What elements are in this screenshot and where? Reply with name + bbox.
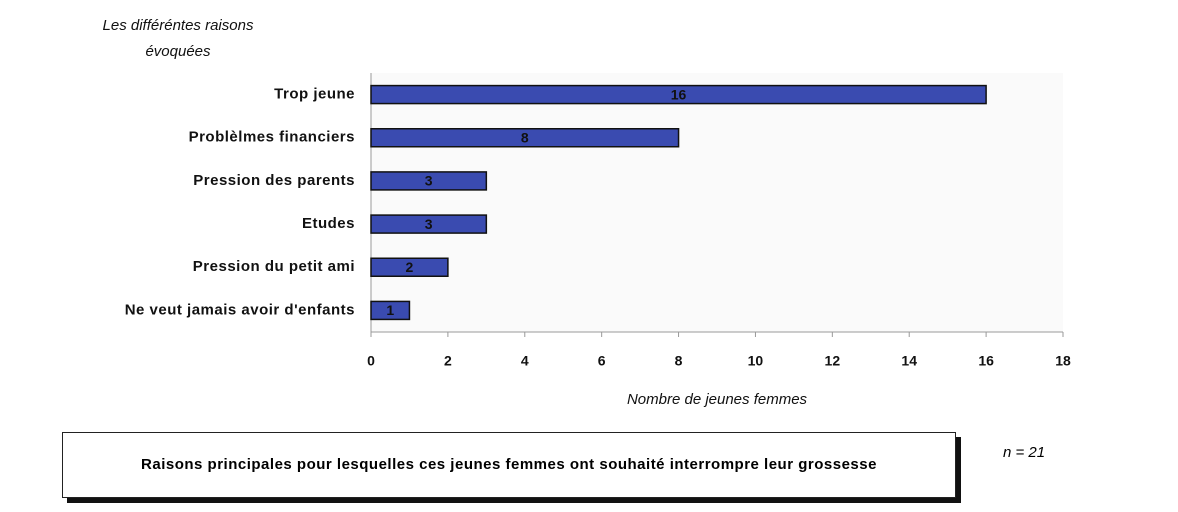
bar [370,300,411,321]
bar [370,214,488,234]
x-tick-label: 4 [521,353,529,369]
x-axis-label: Nombre de jeunes femmes [627,391,808,408]
bar [370,84,987,105]
bar [370,171,488,191]
data-label: 2 [406,259,414,275]
x-tick-label: 16 [978,353,994,369]
x-tick-label: 6 [598,353,606,369]
y-tick-label: Problèlmes financiers [189,129,355,146]
data-label: 3 [425,216,433,232]
bar [370,128,680,148]
plot-area [371,73,1063,332]
x-tick-label: 10 [748,353,764,369]
data-label: 16 [671,86,687,102]
y-tick-label: Etudes [302,215,355,232]
x-tick-label: 18 [1055,353,1071,369]
data-label: 8 [521,129,529,145]
y-tick-label: Pression des parents [193,172,355,189]
y-tick-label: Trop jeune [274,86,355,103]
x-tick-label: 0 [367,353,375,369]
note: n = 21 [1003,444,1046,461]
data-label: 1 [386,302,394,318]
x-tick-label: 14 [901,353,917,369]
x-tick-label: 2 [444,353,452,369]
x-tick-label: 8 [675,353,683,369]
y-axis-label: évoquées [145,43,211,60]
x-tick-label: 12 [825,353,841,369]
bar [370,257,449,277]
caption: Raisons principales pour lesquelles ces … [62,432,956,498]
y-axis-label: Les différéntes raisons [103,17,254,34]
data-label: 3 [425,173,433,189]
y-tick-label: Ne veut jamais avoir d'enfants [125,301,355,318]
y-tick-label: Pression du petit ami [193,258,355,275]
